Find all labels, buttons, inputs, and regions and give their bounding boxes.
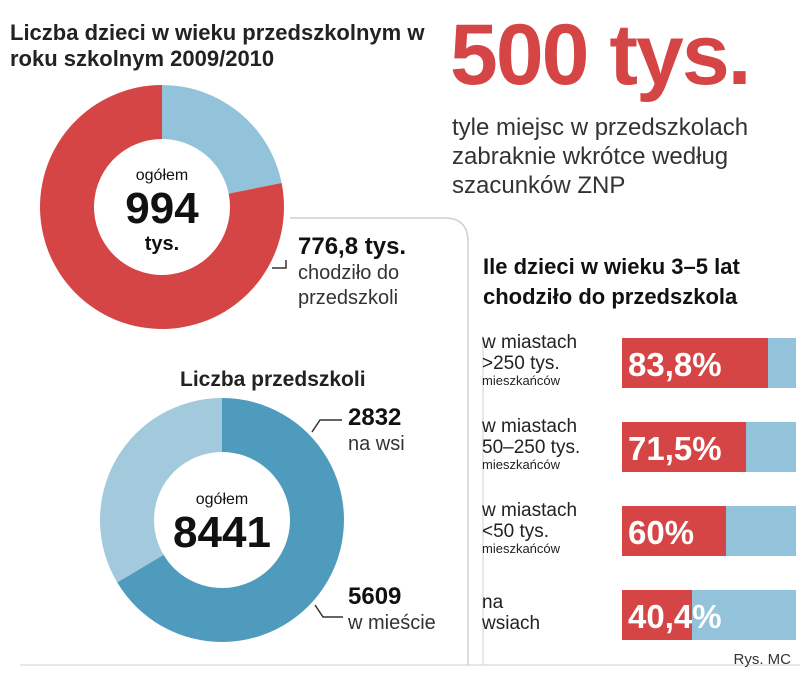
bar-label-line1: w miastach [482,500,578,521]
footnote-credit: Rys. MC [733,651,792,668]
bar-label-small: mieszkańców [482,373,561,388]
bar-value-label: 83,8% [628,346,722,383]
bar-value-label: 71,5% [628,430,722,467]
bar-label-line2: >250 tys. [482,353,560,374]
bar-label: w miastach >250 tys. mieszkańców [482,332,622,388]
donut2-callout-rural-value: 2832 [348,404,402,431]
bar-label-line2: wsiach [482,613,541,634]
donut2-center-label: ogółem [195,491,249,508]
donut2-callout-rural: 2832 na wsi [348,404,405,457]
bar-fill [622,590,693,640]
donut2-callout-urban: 5609 w mieście [348,583,436,636]
bar-label-small: mieszkańców [482,457,561,472]
bar-row-villages: na wsiach 40,4% [482,584,797,644]
donut1-callout-label: chodziło do przedszkoli [298,262,400,309]
donut2-slice-0 [100,398,222,583]
bar-track: 40,4% [622,590,796,640]
chart-title-attendance: Ile dzieci w wieku 3–5 lat chodziło do p… [483,254,740,309]
bar-row-small-cities: w miastach <50 tys. mieszkańców 60% [482,500,797,560]
bar-row-big-cities: w miastach >250 tys. mieszkańców 83,8% [482,332,797,392]
bar-label-line1: w miastach [482,332,578,353]
donut1-callout-value: 776,8 tys. [298,233,407,260]
bar-label: w miastach <50 tys. mieszkańców [482,500,622,556]
donut1-center: ogółem 994 tys. [102,166,222,256]
donut1-slice-1 [162,85,282,194]
bar-track: 83,8% [622,338,796,388]
bar-row-medium-cities: w miastach 50–250 tys. mieszkańców 71,5% [482,416,797,476]
donut1-callout: 776,8 tys. chodziło do przedszkoli [298,233,458,311]
donut2-callout-rural-label: na wsi [348,433,405,455]
bar-label: na wsiach [482,592,622,634]
bar-label-small: mieszkańców [482,541,561,556]
bar-label-line2: <50 tys. [482,521,550,542]
bar-fill [622,338,768,388]
donut2-center-value: 8441 [173,508,271,557]
chart-title-kindergartens: Liczba przedszkoli [180,368,366,391]
bar-label-line1: w miastach [482,416,578,437]
chart-title-children: Liczba dzieci w wieku przedszkolnym w ro… [10,20,425,71]
donut-chart-kindergartens [100,398,344,642]
donut1-center-value: 994 [125,184,199,233]
bar-label: w miastach 50–250 tys. mieszkańców [482,416,622,472]
bar-track: 60% [622,506,796,556]
donut1-center-label: ogółem [135,167,189,184]
donut2-callout-urban-label: w mieście [348,612,436,634]
headline-description: tyle miejsc w przedszkolach zabraknie wk… [452,114,749,199]
donut1-center-unit: tys. [144,233,180,255]
bar-value-label: 60% [628,514,695,551]
donut2-callout-urban-value: 5609 [348,583,402,610]
headline-number: 500 tys. [450,7,752,103]
bar-fill [622,506,727,556]
donut1-slice-0 [39,85,284,329]
bar-value-label: 40,4% [628,598,722,635]
bar-label-line1: na [482,592,504,613]
donut2-slice-1 [117,398,344,642]
bar-fill [622,422,747,472]
bar-label-line2: 50–250 tys. [482,437,581,458]
donut2-center: ogółem 8441 [162,490,282,556]
donut-chart-children [39,85,284,329]
bar-track: 71,5% [622,422,796,472]
